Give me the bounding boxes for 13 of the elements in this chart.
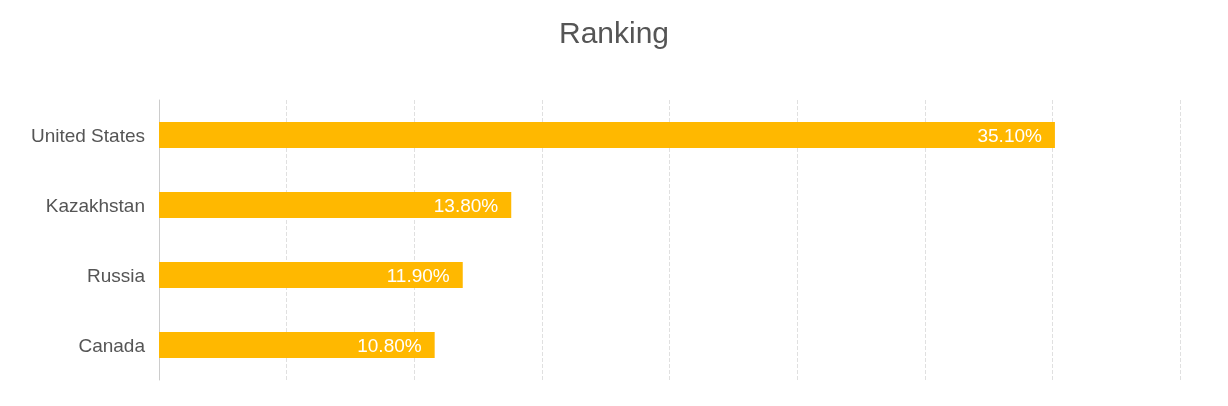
data-label: 35.10% [977,124,1043,146]
bar [159,262,463,288]
data-label: 13.80% [433,194,499,216]
y-tick-label: Canada [78,334,146,356]
bar [159,122,1055,148]
data-label: 11.90% [386,264,450,286]
data-label: 10.80% [357,334,422,356]
y-tick-label: Russia [86,264,146,286]
bar [159,332,435,358]
bar [159,192,512,218]
chart-title: Ranking [558,15,670,49]
y-tick-label: United States [30,124,145,146]
y-tick-label: Kazakhstan [45,194,145,216]
